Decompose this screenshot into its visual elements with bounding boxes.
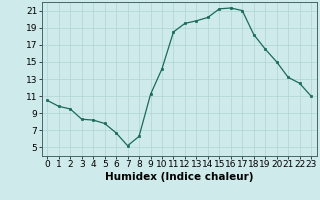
X-axis label: Humidex (Indice chaleur): Humidex (Indice chaleur)	[105, 172, 253, 182]
